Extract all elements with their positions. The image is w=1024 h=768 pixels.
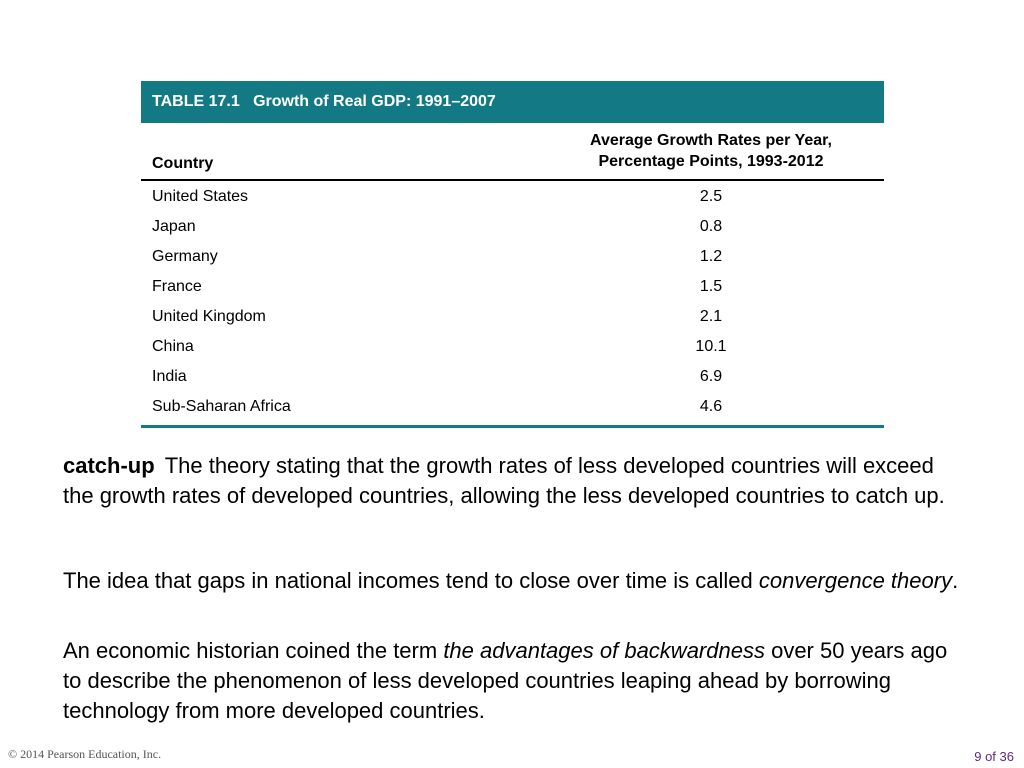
convergence-paragraph: The idea that gaps in national incomes t… — [63, 566, 963, 596]
growth-rate-cell: 2.5 — [699, 188, 723, 205]
column-header-growth-rate: Average Growth Rates per Year, Percentag… — [541, 130, 881, 172]
definition-paragraph: catch-up The theory stating that the grow… — [63, 451, 963, 511]
definition-text: The theory stating that the growth rates… — [63, 453, 945, 508]
gdp-growth-table: TABLE 17.1 Growth of Real GDP: 1991–2007… — [141, 81, 884, 428]
backwardness-paragraph: An economic historian coined the term th… — [63, 636, 963, 726]
country-cell: France — [152, 278, 202, 295]
page-number: 9 of 36 — [974, 749, 1014, 764]
growth-rate-cell: 4.6 — [699, 398, 723, 415]
backwardness-text-before: An economic historian coined the term — [63, 638, 444, 663]
growth-rate-cell: 6.9 — [699, 368, 723, 385]
country-cell: Japan — [152, 218, 196, 235]
column-header-country: Country — [152, 155, 214, 172]
growth-rate-cell: 1.5 — [699, 278, 723, 295]
table-row: Germany 1.2 — [141, 242, 884, 272]
growth-rate-cell: 2.1 — [699, 308, 723, 325]
table-row: India 6.9 — [141, 362, 884, 392]
table-body: United States 2.5 Japan 0.8 Germany 1.2 … — [141, 181, 884, 428]
copyright-notice: © 2014 Pearson Education, Inc. — [8, 747, 162, 761]
country-cell: Sub-Saharan Africa — [152, 398, 291, 415]
country-cell: United States — [152, 188, 249, 205]
country-cell: United Kingdom — [152, 308, 266, 325]
table-row: Sub-Saharan Africa 4.6 — [141, 392, 884, 422]
convergence-text-before: The idea that gaps in national incomes t… — [63, 568, 759, 593]
backwardness-text-after: over 50 years ago to describe the phenom… — [63, 638, 948, 723]
country-cell: Germany — [152, 248, 218, 265]
country-cell: China — [152, 338, 194, 355]
definition-term: catch-up — [63, 453, 155, 478]
backwardness-term: the advantages of backwardness — [443, 638, 765, 663]
convergence-text-after: . — [952, 568, 959, 593]
table-row: United Kingdom 2.1 — [141, 302, 884, 332]
table-row: France 1.5 — [141, 272, 884, 302]
table-header: Country Average Growth Rates per Year, P… — [141, 123, 884, 181]
growth-rate-cell: 0.8 — [699, 218, 723, 235]
table-row: United States 2.5 — [141, 182, 884, 212]
column-header-growth-rate-line2: Percentage Points, 1993-2012 — [598, 153, 824, 170]
growth-rate-cell: 10.1 — [695, 338, 727, 355]
table-row: China 10.1 — [141, 332, 884, 362]
table-row: Japan 0.8 — [141, 212, 884, 242]
convergence-term: convergence theory — [758, 568, 953, 593]
country-cell: India — [152, 368, 187, 385]
growth-rate-cell: 1.2 — [699, 248, 723, 265]
column-header-growth-rate-line1: Average Growth Rates per Year, — [590, 132, 832, 149]
table-title: TABLE 17.1 Growth of Real GDP: 1991–2007 — [141, 81, 884, 123]
